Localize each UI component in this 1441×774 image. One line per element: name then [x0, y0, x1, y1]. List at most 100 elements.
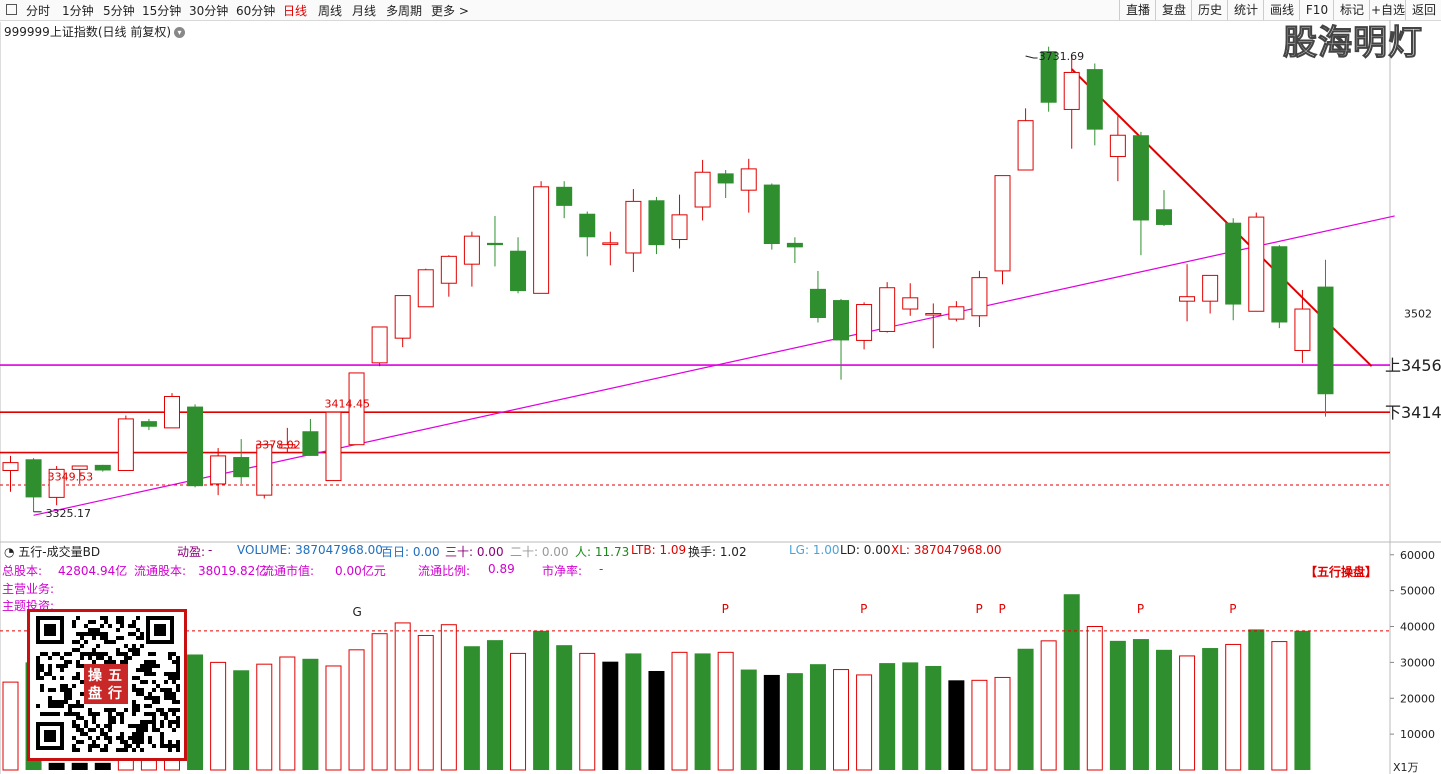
- chevron-down-icon[interactable]: ▾: [174, 27, 186, 38]
- volume-indicator-name: 五行-成交量BD: [18, 545, 101, 559]
- qr-module: [152, 696, 156, 700]
- volume-bar-up: [1225, 643, 1242, 771]
- candle-body-up: [1063, 71, 1080, 110]
- mark-button[interactable]: 标记: [1333, 0, 1370, 20]
- qr-module: [156, 708, 160, 712]
- period-tab-1min[interactable]: 1分钟: [62, 4, 94, 18]
- qr-module: [64, 660, 68, 664]
- candle: [1086, 63, 1103, 146]
- yewu-label: 主营业务:: [2, 582, 55, 596]
- candle: [1248, 212, 1265, 312]
- qr-module: [168, 676, 172, 680]
- bili-value: 0.89: [488, 562, 515, 576]
- stats-button[interactable]: 统计: [1227, 0, 1264, 20]
- qr-module: [156, 696, 160, 700]
- period-tab-60min[interactable]: 60分钟: [236, 4, 276, 18]
- qr-module: [144, 724, 148, 728]
- qr-module: [112, 640, 116, 644]
- qr-module: [160, 744, 164, 748]
- volume-bar-black: [602, 661, 619, 770]
- ld-readout: LD: 0.00: [840, 543, 891, 557]
- period-tab-15min[interactable]: 15分钟: [142, 4, 182, 18]
- candle: [325, 411, 342, 482]
- candle: [533, 181, 550, 294]
- candle: [117, 415, 134, 471]
- back-button[interactable]: 返回: [1405, 0, 1441, 20]
- qr-module: [164, 672, 168, 676]
- period-tab-more[interactable]: 更多 >: [431, 4, 469, 18]
- qr-module: [116, 620, 120, 624]
- chart-frame: [0, 20, 1441, 774]
- period-tab-30min[interactable]: 30分钟: [189, 4, 229, 18]
- qr-module: [156, 664, 160, 668]
- period-toolbar: 分时 1分钟 5分钟 15分钟 30分钟 60分钟 日线 周线 月线 多周期 更…: [0, 0, 1441, 21]
- qr-module: [140, 680, 144, 684]
- period-tab-weekly[interactable]: 周线: [318, 4, 343, 18]
- volume-bar-up: [717, 651, 734, 771]
- stock-title[interactable]: 999999上证指数(日线 前复权) ▾: [4, 23, 186, 40]
- period-tab-fenshi[interactable]: 分时: [26, 4, 51, 18]
- qr-finder: [44, 730, 56, 742]
- f10-button[interactable]: F10: [1299, 0, 1334, 20]
- replay-button[interactable]: 复盘: [1155, 0, 1192, 20]
- candle-body-up: [1109, 134, 1126, 158]
- qr-module: [72, 748, 76, 752]
- period-tab-5min[interactable]: 5分钟: [103, 4, 135, 18]
- volume-readout: VOLUME: 387047968.00: [237, 543, 383, 557]
- volume-bar-down: [1202, 648, 1219, 770]
- qr-module: [148, 664, 152, 668]
- qr-module: [100, 616, 104, 620]
- live-button[interactable]: 直播: [1119, 0, 1156, 20]
- qr-module: [92, 728, 96, 732]
- history-button[interactable]: 历史: [1191, 0, 1228, 20]
- shizhi-label: 流通市值:: [262, 564, 315, 578]
- qr-module: [132, 700, 136, 704]
- qr-module: [80, 728, 84, 732]
- add-watchlist-button[interactable]: +自选: [1369, 0, 1406, 20]
- qr-module: [52, 700, 56, 704]
- qr-module: [72, 620, 76, 624]
- qr-module: [148, 740, 152, 744]
- candle: [1317, 259, 1334, 417]
- candle: [94, 464, 111, 472]
- qr-module: [120, 736, 124, 740]
- volume-bar-up: [325, 665, 342, 771]
- qr-module: [76, 712, 80, 716]
- qr-module: [76, 672, 80, 676]
- candle: [740, 158, 757, 213]
- qr-module: [84, 640, 88, 644]
- qr-module: [48, 712, 52, 716]
- qr-module: [36, 704, 40, 708]
- candle-body-down: [648, 200, 665, 246]
- period-tab-daily[interactable]: 日线: [283, 4, 308, 18]
- qr-module: [96, 628, 100, 632]
- candle: [856, 302, 873, 350]
- price-axis: 3502 上3456 下3414: [1385, 308, 1441, 423]
- candle-body-up: [1179, 296, 1196, 302]
- fundamentals-panel: 总股本: 42804.94亿 流通股本: 38019.82亿 流通市值: 0.0…: [2, 562, 1392, 613]
- qr-module: [60, 668, 64, 672]
- qr-module: [72, 720, 76, 724]
- volume-bar-up: [256, 663, 273, 771]
- volume-bar-up: [371, 633, 388, 771]
- draw-line-button[interactable]: 画线: [1263, 0, 1300, 20]
- period-tab-monthly[interactable]: 月线: [352, 4, 377, 18]
- candle-body-up: [163, 395, 180, 429]
- candle: [394, 295, 411, 348]
- volume-bar-up: [348, 649, 365, 771]
- qr-module: [72, 640, 76, 644]
- qr-module: [152, 744, 156, 748]
- qr-module: [48, 700, 52, 704]
- qr-module: [112, 660, 116, 664]
- qr-module: [80, 716, 84, 720]
- period-tab-multi[interactable]: 多周期: [386, 4, 423, 18]
- price-annotation: 3378.02: [255, 439, 301, 452]
- candle: [648, 196, 665, 255]
- qr-module: [80, 632, 84, 636]
- volume-panel-title[interactable]: ◔ 五行-成交量BD: [4, 545, 101, 559]
- panel-toggle-icon[interactable]: [6, 4, 17, 15]
- qr-module: [76, 716, 80, 720]
- volume-bar-down: [740, 669, 757, 770]
- candle-body-up: [1248, 216, 1265, 312]
